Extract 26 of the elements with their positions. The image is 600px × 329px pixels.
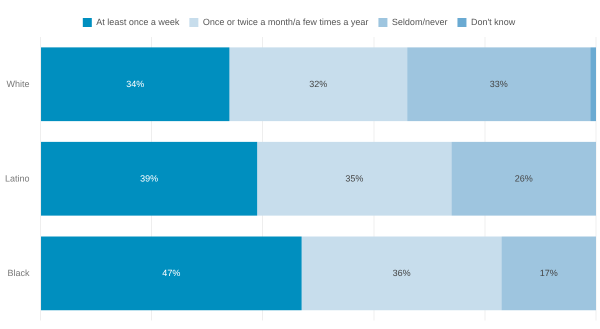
bar bbox=[452, 142, 596, 216]
y-tick-label: Black bbox=[8, 268, 30, 278]
data-label: 26% bbox=[514, 173, 533, 184]
bar bbox=[407, 47, 590, 122]
legend-label: Once or twice a month/a few times a year bbox=[202, 16, 368, 27]
data-label: 47% bbox=[162, 268, 180, 278]
bar bbox=[257, 142, 452, 216]
data-label: 34% bbox=[126, 78, 144, 89]
bar bbox=[302, 236, 502, 310]
data-label: 32% bbox=[309, 78, 328, 89]
y-tick-label: White bbox=[6, 78, 30, 89]
data-label: 39% bbox=[140, 173, 158, 184]
legend-label: At least once a week bbox=[96, 16, 180, 27]
data-label: 35% bbox=[345, 173, 364, 184]
data-label: 36% bbox=[392, 268, 411, 278]
data-label: 17% bbox=[540, 268, 558, 278]
bar bbox=[590, 47, 596, 122]
legend-label: Seldom/never bbox=[392, 16, 448, 27]
bar bbox=[41, 142, 258, 216]
legend-label: Don't know bbox=[470, 16, 516, 27]
bar bbox=[502, 236, 596, 310]
bar bbox=[41, 236, 302, 310]
bar bbox=[229, 47, 408, 122]
y-tick-label: Latino bbox=[4, 173, 30, 184]
bar bbox=[41, 47, 230, 122]
data-label: 33% bbox=[490, 78, 508, 89]
